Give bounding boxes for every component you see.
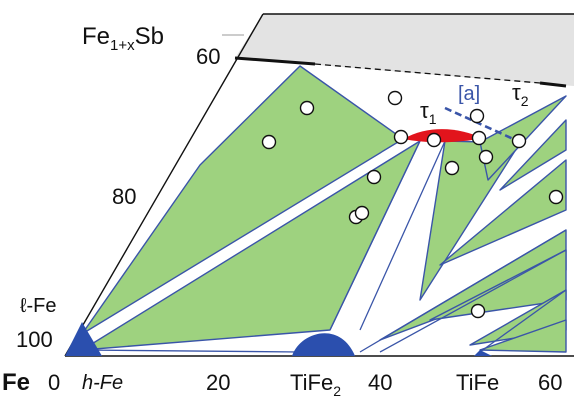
sample-point (511, 133, 527, 149)
a-dashed-line (444, 106, 521, 144)
sample-point (354, 205, 370, 221)
left-axis-tick-60: 60 (196, 44, 220, 69)
sample-point (548, 189, 564, 205)
tau1-label: τ1 (420, 98, 437, 127)
h-fe-label: h-Fe (82, 372, 123, 394)
tau1-single-phase (403, 129, 482, 143)
sb-rich-region (235, 14, 574, 86)
tau2-label: τ2 (512, 80, 529, 109)
sample-points (261, 90, 564, 319)
three-phase-regions (81, 65, 567, 353)
bottom-axis-tick-40: 40 (368, 370, 392, 395)
region-bottom-right (479, 319, 567, 353)
a-marker-label: [a] (458, 83, 480, 105)
sample-point (393, 129, 409, 145)
region-right-low-1 (429, 249, 567, 321)
fe1xsb-boundary-solid-left (234, 56, 316, 66)
tife-single-phase (474, 350, 492, 356)
sample-point (469, 108, 485, 124)
left-edge (64, 13, 264, 357)
fe1xsb-boundary-solid-right (539, 81, 567, 88)
sample-point (426, 132, 442, 148)
fe1xsb-boundary-dashed (314, 63, 541, 84)
sample-point (471, 130, 487, 146)
bottom-axis-tick-60: 60 (538, 370, 562, 395)
tife2-label: TiFe2 (290, 370, 341, 399)
region-upper-right-2 (499, 119, 567, 191)
sample-point (299, 100, 315, 116)
bottom-axis-tick-0: 0 (48, 370, 60, 395)
left-axis-tick-80: 80 (112, 184, 136, 209)
l-fe-label: ℓ-Fe (20, 295, 56, 317)
tie-lines (81, 140, 567, 353)
sample-point (478, 149, 494, 165)
fe1xsb-label: Fe1+xSb (82, 23, 164, 54)
tife2-single-phase (292, 333, 355, 356)
region-right-mid-1 (439, 159, 567, 266)
tife-label: TiFe (456, 370, 499, 395)
l-fe-single-phase (65, 322, 102, 356)
sample-point (387, 90, 403, 106)
sample-point (470, 303, 486, 319)
sample-point (261, 134, 277, 150)
left-axis-tick-100: 100 (16, 327, 53, 352)
sample-point (366, 169, 382, 185)
sample-point (444, 160, 460, 176)
bottom-axis-tick-20: 20 (206, 370, 230, 395)
fe-corner-label: Fe (2, 369, 30, 396)
